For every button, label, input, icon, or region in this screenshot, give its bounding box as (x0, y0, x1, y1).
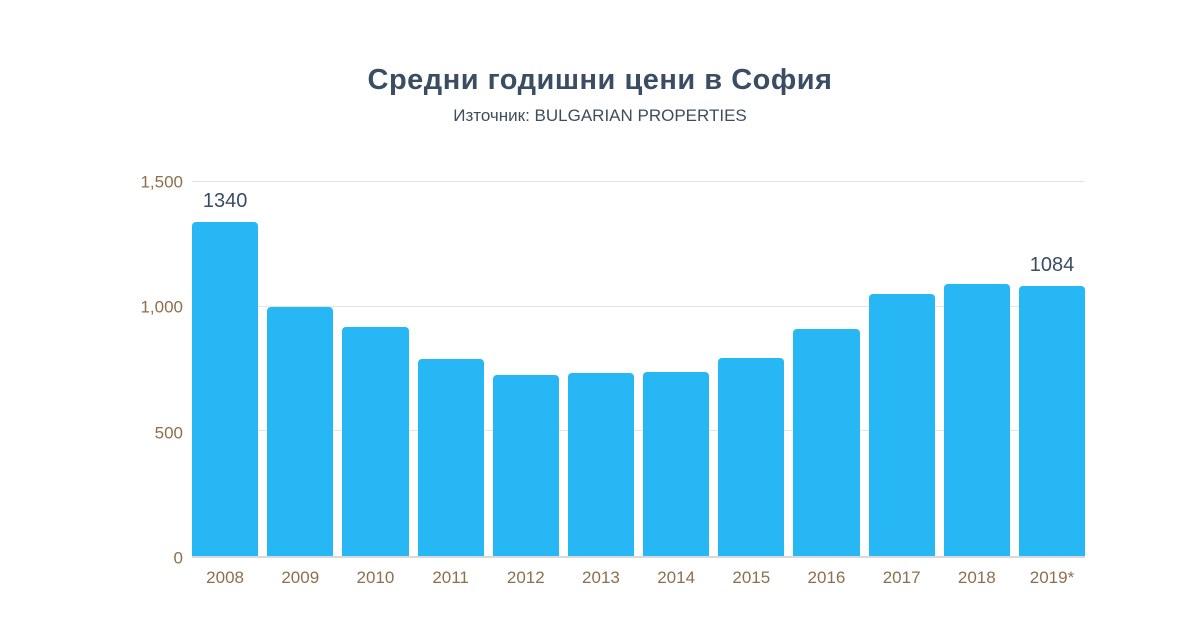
bar-column-2011: 2011 (417, 182, 484, 587)
y-tick-label-500: 500 (154, 423, 183, 443)
bar-column-2019*: 1084 2019* (1018, 182, 1086, 587)
bar-column-2018: 2018 (943, 182, 1010, 587)
x-tick-label-2012: 2012 (506, 568, 545, 587)
bar-2018 (943, 284, 1010, 556)
bar-2013 (567, 372, 635, 556)
bar-2019* (1018, 285, 1086, 556)
bar-value-label-2019*: 1084 (1029, 253, 1075, 276)
x-tick-label-2019*: 2019* (1029, 568, 1075, 587)
bar-2017 (868, 294, 935, 556)
bar-column-2013: 2013 (567, 182, 635, 587)
plot-area: 1340 2008 2009 2010 2011 2012 2013 2014 2015 2016… (192, 181, 1086, 587)
bar-2012 (492, 375, 559, 556)
bar-2014 (643, 371, 710, 556)
x-tick-label-2016: 2016 (807, 568, 846, 587)
gridline-1500 (192, 181, 1085, 182)
chart-subtitle: Източник: BULGARIAN PROPERTIES (453, 106, 747, 125)
bar-column-2008: 1340 2008 (192, 182, 259, 587)
bars: 1340 2008 2009 2010 2011 2012 2013 2014 2015 2016… (192, 182, 1086, 587)
x-tick-label-2009: 2009 (281, 568, 320, 587)
bar-2010 (342, 326, 409, 556)
bar-column-2014: 2014 (643, 182, 710, 587)
bar-column-2012: 2012 (492, 182, 559, 587)
x-tick-label-2015: 2015 (732, 568, 771, 587)
y-axis: 0 500 1,000 1,500 (95, 174, 183, 567)
x-tick-label-2013: 2013 (582, 568, 620, 587)
chart-title: Средни годишни цени в София (367, 64, 833, 96)
x-tick-label-2014: 2014 (657, 568, 696, 587)
bar-column-2015: 2015 (718, 182, 785, 587)
bar-2008 (192, 221, 259, 556)
y-tick-label-1500: 1,500 (140, 172, 183, 192)
gridline-1000 (192, 305, 1085, 307)
bar-2015 (718, 357, 785, 556)
x-tick-label-2017: 2017 (882, 568, 921, 587)
x-tick-label-2011: 2011 (432, 568, 469, 587)
bar-value-label-2008: 1340 (202, 189, 248, 212)
y-tick-label-1000: 1,000 (140, 297, 183, 317)
bar-2011 (417, 359, 484, 556)
bar-column-2016: 2016 (793, 182, 860, 587)
x-tick-label-2010: 2010 (356, 568, 395, 587)
bar-column-2017: 2017 (868, 182, 935, 587)
bar-column-2009: 2009 (267, 182, 334, 587)
gridline-500 (192, 430, 1085, 432)
y-tick-label-0: 0 (173, 548, 183, 568)
bar-2009 (267, 306, 334, 556)
bar-2016 (793, 329, 860, 556)
chart-header: Средни годишни цени в София Източник: BU… (0, 64, 1200, 126)
x-tick-label-2018: 2018 (957, 568, 996, 587)
bar-column-2010: 2010 (342, 182, 409, 587)
x-tick-label-2008: 2008 (206, 568, 244, 587)
